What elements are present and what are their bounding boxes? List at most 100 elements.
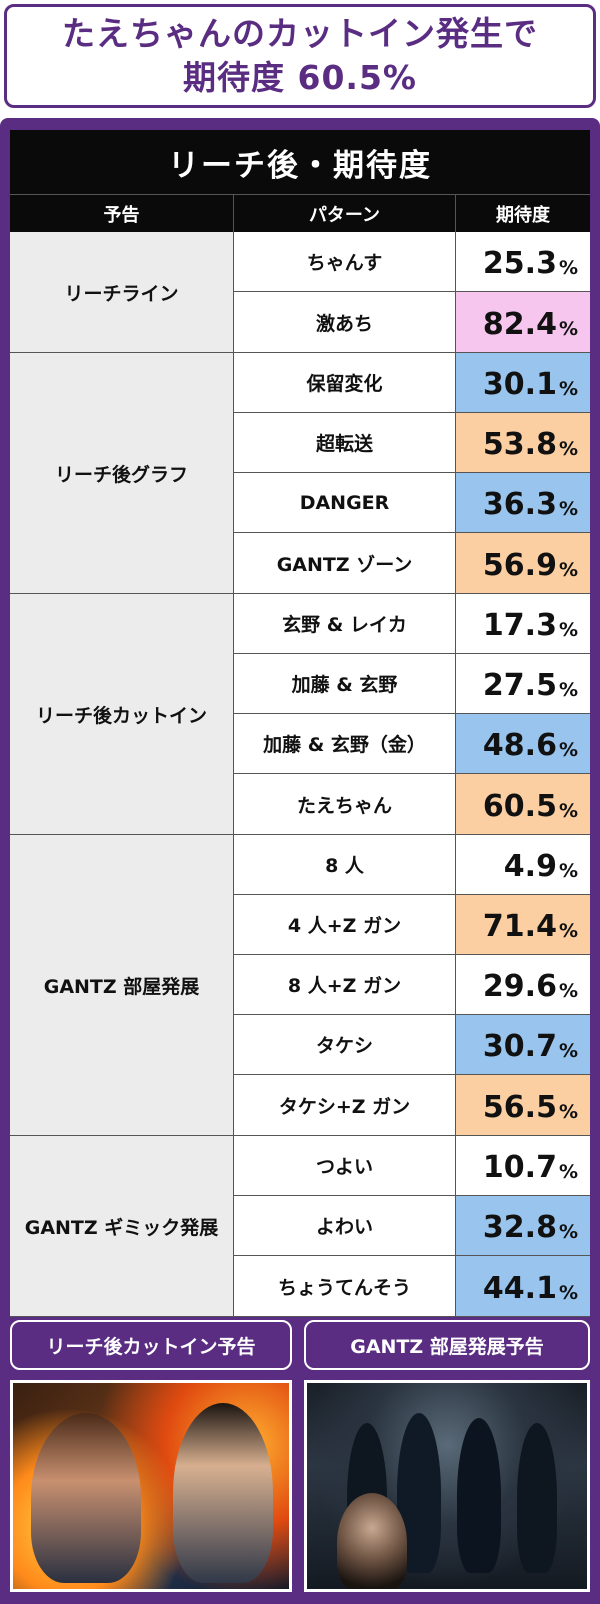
pattern-cell: つよい bbox=[234, 1136, 456, 1195]
pattern-cell: DANGER bbox=[234, 473, 456, 532]
expectation-value: 4.9 bbox=[503, 849, 557, 884]
caption-cutin-notice: リーチ後カットイン予告 bbox=[10, 1320, 292, 1370]
table-row: 激あち 82.4% bbox=[234, 292, 590, 352]
expectation-cell: 36.3% bbox=[456, 473, 590, 532]
pattern-cell: 激あち bbox=[234, 292, 456, 352]
pattern-cell: 8 人+Z ガン bbox=[234, 955, 456, 1014]
table-row: 加藤 & 玄野（金） 48.6% bbox=[234, 714, 590, 774]
header-pattern: パターン bbox=[234, 195, 456, 232]
table-row: 4 人+Z ガン 71.4% bbox=[234, 895, 590, 955]
table-row: タケシ+Z ガン 56.5% bbox=[234, 1075, 590, 1135]
expectation-value: 17.3 bbox=[482, 608, 557, 643]
expectation-value: 56.9 bbox=[482, 548, 557, 583]
table-group: GANTZ 部屋発展 8 人 4.9% 4 人+Z ガン 71.4% 8 人+Z ガン 29… bbox=[10, 835, 590, 1136]
percent-sign: % bbox=[558, 1101, 578, 1123]
table-title: リーチ後・期待度 bbox=[10, 130, 590, 194]
category-cell: リーチライン bbox=[10, 232, 234, 352]
table-row: DANGER 36.3% bbox=[234, 473, 590, 533]
expectation-cell: 44.1% bbox=[456, 1256, 590, 1316]
table-group: リーチ後カットイン 玄野 & レイカ 17.3% 加藤 & 玄野 27.5% 加藤 & 玄… bbox=[10, 594, 590, 835]
expectation-value: 30.7 bbox=[482, 1029, 557, 1064]
table-row: 8 人+Z ガン 29.6% bbox=[234, 955, 590, 1015]
suit-figure bbox=[517, 1423, 557, 1573]
percent-sign: % bbox=[558, 559, 578, 581]
expectation-cell: 48.6% bbox=[456, 714, 590, 773]
percent-sign: % bbox=[558, 739, 578, 761]
percent-sign: % bbox=[558, 1282, 578, 1304]
character-figure-right bbox=[173, 1403, 273, 1583]
expectation-cell: 25.3% bbox=[456, 232, 590, 291]
expectation-cell: 27.5% bbox=[456, 654, 590, 713]
expectation-value: 36.3 bbox=[482, 487, 557, 522]
expectation-cell: 60.5% bbox=[456, 774, 590, 834]
table-header-row: 予告 パターン 期待度 bbox=[10, 194, 590, 232]
percent-sign: % bbox=[558, 920, 578, 942]
table-group: リーチライン ちゃんす 25.3% 激あち 82.4% bbox=[10, 232, 590, 353]
pattern-cell: ちゃんす bbox=[234, 232, 456, 291]
expectation-value: 44.1 bbox=[482, 1271, 557, 1306]
expectation-cell: 30.1% bbox=[456, 353, 590, 412]
gantz-room-screenshot bbox=[304, 1380, 590, 1592]
expectation-cell: 82.4% bbox=[456, 292, 590, 352]
percent-sign: % bbox=[558, 980, 578, 1002]
table-row: タケシ 30.7% bbox=[234, 1015, 590, 1075]
table-row: ちゃんす 25.3% bbox=[234, 232, 590, 292]
pattern-cell: よわい bbox=[234, 1196, 456, 1255]
pattern-cell: 加藤 & 玄野（金） bbox=[234, 714, 456, 773]
expectation-value: 82.4 bbox=[482, 307, 557, 342]
pattern-cell: 保留変化 bbox=[234, 353, 456, 412]
header-notice: 予告 bbox=[10, 195, 234, 232]
pattern-cell: 加藤 & 玄野 bbox=[234, 654, 456, 713]
percent-sign: % bbox=[558, 318, 578, 340]
expectation-cell: 53.8% bbox=[456, 413, 590, 472]
expectation-cell: 10.7% bbox=[456, 1136, 590, 1195]
table-row: 超転送 53.8% bbox=[234, 413, 590, 473]
category-cell: リーチ後グラフ bbox=[10, 353, 234, 593]
percent-sign: % bbox=[558, 1221, 578, 1243]
percent-sign: % bbox=[558, 378, 578, 400]
percent-sign: % bbox=[558, 1040, 578, 1062]
percent-sign: % bbox=[558, 498, 578, 520]
expectation-value: 25.3 bbox=[482, 246, 557, 281]
table-row: 加藤 & 玄野 27.5% bbox=[234, 654, 590, 714]
table-body: リーチライン ちゃんす 25.3% 激あち 82.4% リーチ後グラフ 保留変化 30.1% 超… bbox=[10, 232, 590, 1317]
expectation-cell: 29.6% bbox=[456, 955, 590, 1014]
expectation-value: 60.5 bbox=[482, 789, 557, 824]
table-row: ちょうてんそう 44.1% bbox=[234, 1256, 590, 1316]
table-row: GANTZ ゾーン 56.9% bbox=[234, 533, 590, 593]
expectation-value: 27.5 bbox=[482, 668, 557, 703]
percent-sign: % bbox=[558, 619, 578, 641]
expectation-cell: 71.4% bbox=[456, 895, 590, 954]
suit-figure bbox=[457, 1418, 501, 1573]
percent-sign: % bbox=[558, 438, 578, 460]
caption-room-notice: GANTZ 部屋発展予告 bbox=[304, 1320, 590, 1370]
table-row: 8 人 4.9% bbox=[234, 835, 590, 895]
table-row: 保留変化 30.1% bbox=[234, 353, 590, 413]
expectation-cell: 56.9% bbox=[456, 533, 590, 593]
expectation-value: 29.6 bbox=[482, 969, 557, 1004]
pattern-cell: タケシ+Z ガン bbox=[234, 1075, 456, 1135]
table-row: たえちゃん 60.5% bbox=[234, 774, 590, 834]
headline-banner: たえちゃんのカットイン発生で 期待度 60.5% bbox=[4, 4, 596, 108]
pattern-cell: たえちゃん bbox=[234, 774, 456, 834]
expectation-cell: 30.7% bbox=[456, 1015, 590, 1074]
expectation-value: 10.7 bbox=[482, 1150, 557, 1185]
expectation-value: 30.1 bbox=[482, 367, 557, 402]
table-row: 玄野 & レイカ 17.3% bbox=[234, 594, 590, 654]
expectation-cell: 32.8% bbox=[456, 1196, 590, 1255]
expectation-cell: 56.5% bbox=[456, 1075, 590, 1135]
expectation-value: 71.4 bbox=[482, 909, 557, 944]
category-cell: GANTZ ギミック発展 bbox=[10, 1136, 234, 1316]
expectation-value: 32.8 bbox=[482, 1210, 557, 1245]
table-group: GANTZ ギミック発展 つよい 10.7% よわい 32.8% ちょうてんそう 44.1% bbox=[10, 1136, 590, 1317]
expectation-value: 56.5 bbox=[482, 1090, 557, 1125]
percent-sign: % bbox=[558, 860, 578, 882]
pattern-cell: GANTZ ゾーン bbox=[234, 533, 456, 593]
table-row: よわい 32.8% bbox=[234, 1196, 590, 1256]
expectation-table: リーチ後・期待度 予告 パターン 期待度 リーチライン ちゃんす 25.3% 激あち 8… bbox=[10, 130, 590, 1317]
pattern-cell: 4 人+Z ガン bbox=[234, 895, 456, 954]
pattern-cell: ちょうてんそう bbox=[234, 1256, 456, 1316]
expectation-value: 48.6 bbox=[482, 728, 557, 763]
category-cell: リーチ後カットイン bbox=[10, 594, 234, 834]
category-cell: GANTZ 部屋発展 bbox=[10, 835, 234, 1135]
